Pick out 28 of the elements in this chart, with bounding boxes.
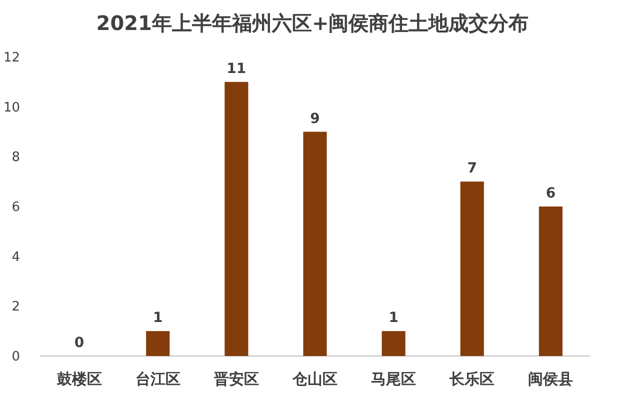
x-tick-label: 马尾区 (371, 370, 416, 388)
data-label: 1 (152, 310, 163, 326)
y-tick-label: 0 (12, 350, 20, 365)
bar (382, 331, 406, 356)
data-label: 6 (546, 186, 556, 202)
x-tick-label: 台江区 (135, 370, 180, 388)
x-tick-label: 鼓楼区 (56, 370, 102, 388)
bar (303, 132, 327, 356)
bar (538, 206, 562, 356)
data-label: 9 (310, 110, 320, 127)
x-tick-label: 晋安区 (212, 370, 259, 388)
data-label: 11 (226, 60, 246, 77)
y-tick-label: 12 (3, 50, 20, 66)
x-tick-label: 仓山区 (292, 370, 338, 388)
y-tick-label: 6 (12, 200, 20, 216)
x-tick-label: 闽侯县 (528, 370, 574, 388)
data-label: 0 (74, 335, 84, 351)
data-label: 7 (467, 160, 478, 177)
chart-title: 2021年上半年福州六区+闽侯商住土地成交分布 (96, 11, 529, 35)
y-tick-label: 8 (12, 150, 20, 166)
x-tick-label: 长乐区 (448, 370, 495, 388)
bar (224, 82, 248, 356)
y-tick-label: 10 (3, 100, 20, 116)
bar (460, 182, 484, 356)
bar (146, 331, 170, 356)
y-tick-label: 4 (12, 250, 20, 265)
y-tick-label: 2 (12, 300, 20, 315)
data-label: 1 (388, 310, 398, 326)
